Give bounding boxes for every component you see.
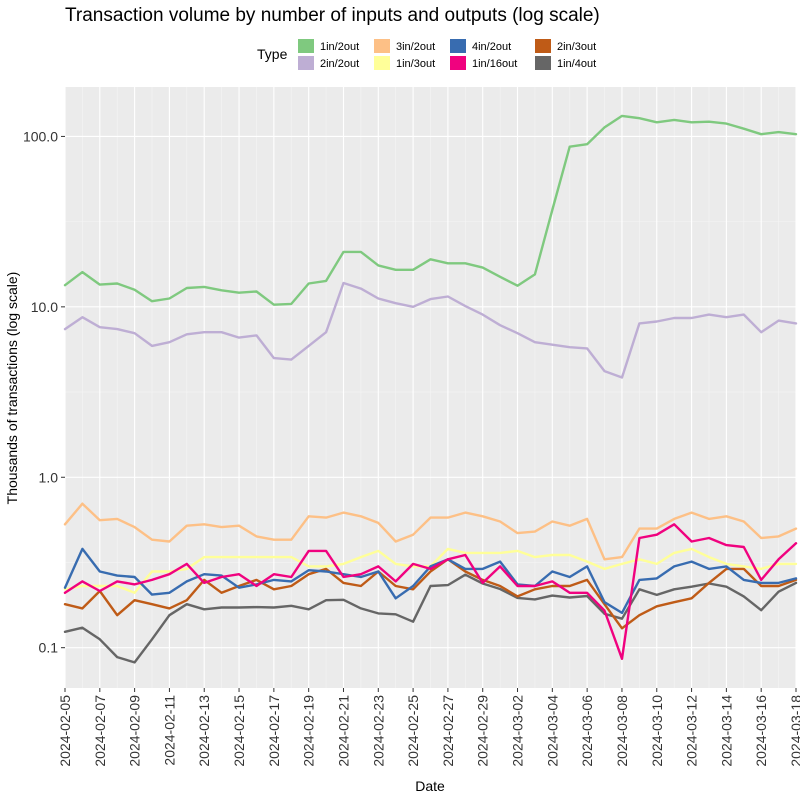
legend-swatch: [298, 39, 314, 53]
series-line-3in-2out: [63, 502, 798, 561]
legend: Type 1in/2out 2in/2out 3in/2out 1in/3out 4in…: [257, 39, 596, 70]
x-tick-label: 2024-03-10: [649, 695, 665, 767]
x-tick-label: 2024-02-17: [266, 695, 282, 767]
x-tick-label: 2024-02-05: [57, 695, 73, 767]
legend-title: Type: [257, 46, 288, 62]
x-tick-label: 2024-02-29: [475, 695, 491, 767]
legend-item-3in-2out: 3in/2out: [374, 39, 435, 53]
legend-label: 4in/2out: [472, 41, 511, 53]
series-line-2in-2out: [63, 281, 798, 379]
x-tick-label: 2024-02-11: [161, 695, 177, 766]
x-axis: 2024-02-05 2024-02-07 2024-02-09 2024-02-11…: [57, 688, 800, 767]
y-axis-label: Thousands of transactions (log scale): [4, 272, 20, 505]
legend-swatch: [374, 39, 390, 53]
x-tick-label: 2024-02-25: [405, 695, 421, 767]
legend-label: 1in/3out: [396, 58, 435, 70]
legend-label: 3in/2out: [396, 41, 435, 53]
legend-swatch: [535, 39, 551, 53]
legend-label: 1in/4out: [557, 58, 596, 70]
legend-swatch: [374, 56, 390, 70]
legend-swatch: [535, 56, 551, 70]
x-tick-label: 2024-03-18: [788, 695, 800, 767]
x-tick-label: 2024-02-13: [196, 695, 212, 767]
legend-label: 1in/2out: [320, 41, 359, 53]
x-tick-label: 2024-02-07: [92, 695, 108, 767]
x-tick-label: 2024-03-16: [753, 695, 769, 767]
x-tick-label: 2024-03-08: [614, 695, 630, 767]
legend-swatch: [450, 39, 466, 53]
series-line-4in-2out: [63, 547, 798, 615]
legend-label: 1in/16out: [472, 58, 517, 70]
legend-item-4in-2out: 4in/2out: [450, 39, 511, 53]
series-line-1in-16out: [63, 523, 798, 660]
series-line-2in-3out: [63, 558, 798, 630]
legend-item-1in-4out: 1in/4out: [535, 56, 596, 70]
y-tick-label: 10.0: [31, 299, 58, 315]
x-tick-label: 2024-03-04: [544, 695, 560, 767]
x-tick-label: 2024-03-02: [510, 695, 526, 767]
x-tick-label: 2024-03-06: [579, 695, 595, 767]
series-line-1in-2out: [63, 114, 798, 306]
legend-swatch: [450, 56, 466, 70]
x-tick-label: 2024-03-12: [684, 695, 700, 767]
y-tick-label: 1.0: [39, 469, 59, 485]
legend-item-1in-2out: 1in/2out: [298, 39, 359, 53]
series-lines: [63, 114, 798, 664]
legend-item-1in-16out: 1in/16out: [450, 56, 517, 70]
legend-swatch: [298, 56, 314, 70]
x-axis-label: Date: [415, 778, 445, 794]
x-tick-label: 2024-03-14: [718, 695, 734, 767]
x-tick-label: 2024-02-09: [127, 695, 143, 767]
grid: [64, 87, 797, 688]
x-tick-label: 2024-02-27: [440, 695, 456, 767]
x-tick-label: 2024-02-19: [301, 695, 317, 767]
y-axis: 0.1 1.0 10.0 100.0: [23, 128, 65, 656]
y-tick-label: 100.0: [23, 128, 58, 144]
x-tick-label: 2024-02-15: [231, 695, 247, 767]
chart-title: Transaction volume by number of inputs a…: [65, 5, 600, 26]
legend-label: 2in/3out: [557, 41, 596, 53]
series-line-1in-4out: [63, 573, 798, 664]
legend-item-2in-3out: 2in/3out: [535, 39, 596, 53]
legend-item-1in-3out: 1in/3out: [374, 56, 435, 70]
legend-label: 2in/2out: [320, 58, 359, 70]
y-tick-label: 0.1: [39, 640, 59, 656]
x-tick-label: 2024-02-21: [335, 695, 351, 767]
legend-item-2in-2out: 2in/2out: [298, 56, 359, 70]
x-tick-label: 2024-02-23: [370, 695, 386, 767]
